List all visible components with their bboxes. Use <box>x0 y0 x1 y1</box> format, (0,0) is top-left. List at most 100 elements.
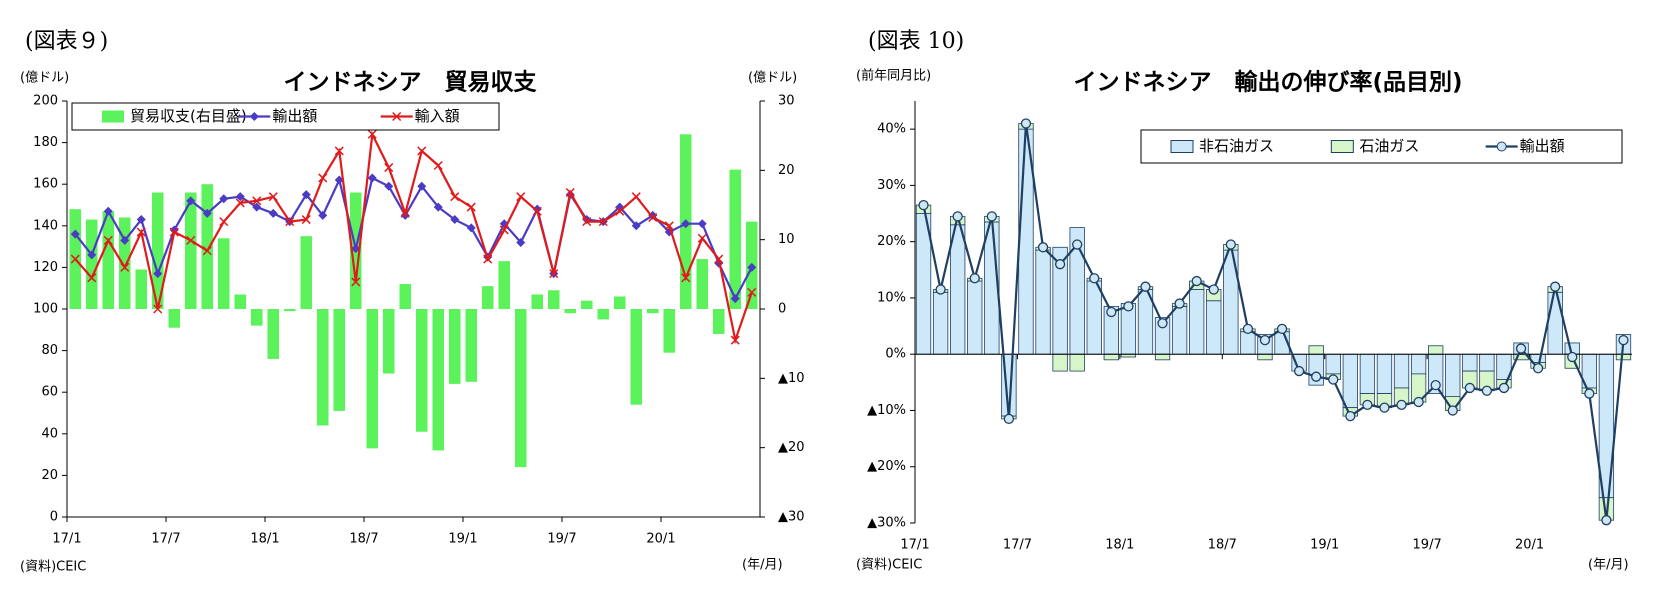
marker <box>935 284 946 295</box>
legend-marker <box>1496 141 1507 152</box>
marker <box>986 211 997 222</box>
bar <box>85 219 98 309</box>
bar <box>333 309 346 411</box>
y-tick-label: 100 <box>33 302 58 317</box>
marker <box>1345 410 1356 422</box>
marker <box>268 192 278 202</box>
bar <box>102 211 115 309</box>
bar <box>382 309 395 374</box>
bar <box>580 300 593 309</box>
bar <box>531 294 544 309</box>
x-tick-label: 17/7 <box>151 532 180 547</box>
marker <box>483 254 493 264</box>
marker <box>1140 281 1151 292</box>
marker <box>186 235 196 245</box>
marker <box>466 223 476 233</box>
marker <box>1054 259 1066 270</box>
x-tick-label: 20/1 <box>646 532 675 547</box>
marker <box>1430 379 1441 391</box>
marker <box>631 221 641 231</box>
marker <box>1481 385 1493 396</box>
y2-tick-label: 0 <box>778 302 786 317</box>
marker <box>1020 118 1032 129</box>
bar <box>1154 353 1171 361</box>
marker <box>466 202 476 212</box>
marker <box>1293 365 1305 377</box>
bar <box>1035 249 1051 355</box>
bar <box>448 309 461 384</box>
marker <box>1362 399 1373 410</box>
marker <box>681 219 691 229</box>
bar <box>481 286 494 309</box>
bar <box>597 309 610 320</box>
marker <box>1328 374 1339 385</box>
source: (資料)CEIC <box>20 560 86 575</box>
bar <box>498 261 511 309</box>
x-tick-label: 17/1 <box>52 532 81 547</box>
marker <box>136 227 146 237</box>
x-tick-label: 18/7 <box>349 532 378 547</box>
marker <box>417 146 427 156</box>
bar <box>234 294 247 309</box>
marker <box>664 221 674 231</box>
y-tick-label: 40% <box>877 122 906 137</box>
y-tick-label: 10% <box>877 290 906 305</box>
y2-tick-label: 10 <box>778 232 795 247</box>
figure-label: (図表 10) <box>868 29 964 54</box>
y2-axis-label: (億ドル) <box>748 70 797 86</box>
marker <box>1396 399 1407 410</box>
marker <box>516 192 526 202</box>
marker <box>747 262 757 272</box>
bar <box>1342 353 1358 409</box>
bar <box>1052 353 1068 372</box>
marker <box>1225 239 1236 250</box>
bar <box>630 309 643 405</box>
bar <box>1445 353 1461 397</box>
marker <box>631 192 641 202</box>
y-tick-label: 120 <box>33 260 58 275</box>
marker <box>120 235 130 245</box>
marker <box>1464 382 1475 394</box>
bar <box>613 296 626 309</box>
bar <box>1171 305 1188 355</box>
marker <box>532 204 542 214</box>
y2-tick-label: 20 <box>778 163 795 178</box>
bar <box>1189 289 1205 355</box>
marker <box>153 269 163 279</box>
bar <box>135 269 148 309</box>
y2-tick-label: ▲20 <box>778 440 805 455</box>
marker <box>351 277 361 287</box>
y-tick-label: 40 <box>41 426 58 441</box>
marker <box>516 237 526 247</box>
marker <box>334 175 344 185</box>
bar <box>564 309 577 314</box>
marker <box>103 206 113 216</box>
y-tick-label: 30% <box>877 178 906 193</box>
y2-tick-label: ▲10 <box>778 371 805 386</box>
marker <box>235 198 245 208</box>
marker <box>268 208 278 218</box>
bar <box>201 184 214 309</box>
marker <box>1208 284 1219 295</box>
line <box>74 176 753 302</box>
marker <box>219 194 229 204</box>
y-tick-label: ▲10% <box>867 403 906 418</box>
marker <box>400 208 410 218</box>
marker <box>169 227 179 237</box>
y-tick-label: 160 <box>33 177 58 192</box>
marker <box>714 254 724 264</box>
marker <box>202 246 212 256</box>
bar <box>267 309 280 359</box>
marker <box>433 160 443 171</box>
bar <box>1479 353 1495 372</box>
bar <box>967 280 983 355</box>
marker <box>1311 371 1322 382</box>
marker <box>565 187 575 198</box>
marker <box>1157 318 1168 329</box>
x-tick-label: 17/7 <box>1003 538 1032 553</box>
marker <box>70 229 80 239</box>
marker <box>417 181 427 191</box>
marker <box>301 215 311 225</box>
x-tick-label: 18/1 <box>250 532 279 547</box>
marker <box>1037 242 1049 253</box>
